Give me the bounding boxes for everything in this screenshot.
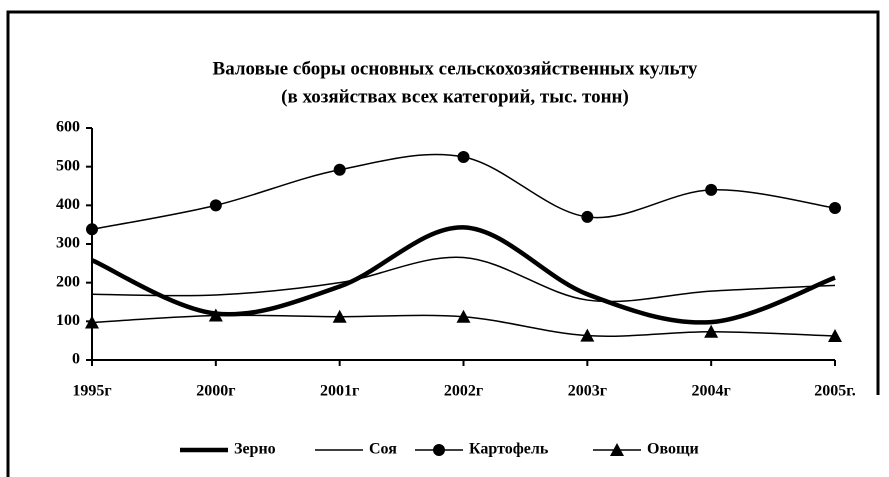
marker bbox=[457, 151, 470, 163]
x-tick-label: 2000г bbox=[196, 383, 235, 400]
x-tick-label: 2004г bbox=[692, 383, 731, 400]
marker bbox=[86, 223, 98, 236]
x-tick-label: 2003г bbox=[568, 383, 607, 400]
legend-label: Соя bbox=[369, 441, 397, 458]
legend-marker bbox=[433, 444, 445, 456]
x-tick-label: 2005г. bbox=[814, 383, 855, 400]
series-line bbox=[91, 225, 836, 325]
chart-subtitle: (в хозяйствах всех категорий, тыс. тонн) bbox=[281, 86, 629, 107]
marker bbox=[828, 329, 842, 343]
marker bbox=[580, 328, 595, 342]
legend-label: Картофель bbox=[469, 441, 549, 458]
y-tick-label: 500 bbox=[56, 157, 80, 174]
marker bbox=[208, 308, 223, 322]
marker bbox=[333, 163, 346, 176]
x-tick-label: 1995г bbox=[72, 383, 111, 400]
marker bbox=[829, 202, 841, 215]
y-tick-label: 400 bbox=[56, 196, 80, 213]
frame bbox=[6, 10, 880, 477]
series-line bbox=[91, 153, 836, 231]
legend-label: Зерно bbox=[234, 441, 276, 458]
legend-label: Овощи bbox=[647, 441, 699, 458]
y-tick-label: 600 bbox=[56, 119, 80, 136]
marker bbox=[456, 309, 471, 323]
marker bbox=[705, 183, 718, 196]
chart-title: Валовые сборы основных сельскохозяйствен… bbox=[213, 58, 698, 79]
series-line bbox=[91, 256, 836, 303]
marker bbox=[332, 309, 347, 323]
marker bbox=[581, 210, 594, 223]
x-tick-label: 2002г bbox=[444, 383, 483, 400]
x-tick-label: 2001г bbox=[320, 383, 359, 400]
y-tick-label: 300 bbox=[56, 235, 80, 252]
y-tick-label: 200 bbox=[56, 273, 80, 290]
y-tick-label: 100 bbox=[56, 312, 80, 329]
marker bbox=[85, 315, 99, 329]
y-tick-label: 0 bbox=[72, 351, 80, 368]
legend-marker bbox=[610, 443, 624, 456]
marker bbox=[209, 199, 222, 212]
marker bbox=[704, 324, 719, 338]
